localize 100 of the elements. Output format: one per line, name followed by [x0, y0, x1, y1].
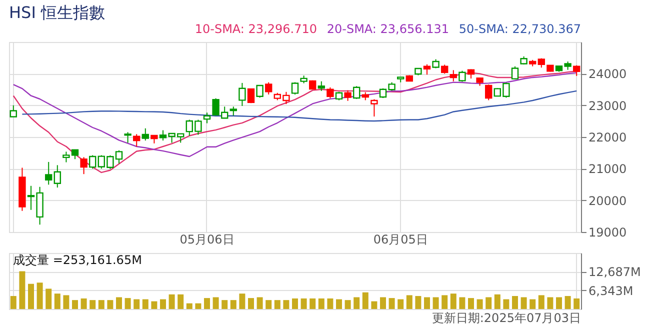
- y-tick-label: 19000: [588, 226, 627, 240]
- bar: [512, 296, 518, 309]
- bar: [432, 297, 439, 309]
- candlestick: [318, 80, 325, 92]
- line-series: [22, 90, 578, 122]
- bar: [54, 294, 60, 309]
- bar: [442, 295, 448, 309]
- bar: [300, 298, 307, 309]
- bar: [10, 296, 16, 309]
- text: 50-SMA: 22,730.367: [458, 22, 581, 36]
- candlestick: [485, 84, 492, 101]
- bar: [398, 299, 404, 309]
- candlestick: [203, 112, 211, 124]
- candlestick: [54, 164, 61, 188]
- bar: [107, 300, 114, 309]
- candlestick: [238, 82, 246, 106]
- candlestick: [370, 98, 378, 118]
- candlestick: [256, 84, 264, 98]
- bar: [556, 297, 562, 309]
- text: 20-SMA: 23,656.131: [326, 22, 449, 36]
- bar: [564, 296, 571, 309]
- bar: [450, 294, 456, 309]
- candlestick: [467, 68, 475, 79]
- candlestick: [423, 64, 431, 76]
- bar: [274, 300, 280, 309]
- bar: [151, 301, 158, 309]
- bar: [371, 301, 378, 309]
- bar: [142, 299, 148, 309]
- bar: [476, 299, 483, 309]
- candlestick: [265, 82, 272, 95]
- bar: [80, 298, 87, 309]
- bar: [266, 300, 272, 309]
- bar: [468, 298, 474, 309]
- bar: [204, 298, 210, 309]
- bar: [239, 294, 246, 309]
- bar: [230, 300, 236, 309]
- bar: [283, 300, 290, 309]
- bar: [248, 298, 254, 309]
- candlestick: [142, 128, 149, 142]
- bar: [362, 292, 368, 309]
- x-tick-label: 06月05日: [373, 232, 428, 246]
- bar: [195, 303, 202, 309]
- bar: [72, 300, 78, 309]
- bar: [538, 295, 544, 309]
- bar: [310, 298, 316, 309]
- y-tick-label: 24000: [588, 67, 627, 82]
- candlestick: [353, 86, 360, 100]
- candlestick: [291, 82, 299, 95]
- candlestick: [344, 90, 352, 102]
- candlestick: [450, 70, 457, 82]
- annotation: 成交量 =253,161.65M: [13, 253, 142, 267]
- candlestick: [247, 88, 255, 104]
- candlestick: [133, 134, 140, 148]
- bar: [46, 288, 52, 309]
- bar: [530, 299, 536, 309]
- bar: [222, 300, 228, 309]
- bar: [124, 298, 131, 309]
- text: 更新日期:2025年07月03日: [432, 311, 581, 325]
- bar: [186, 303, 192, 309]
- bar: [547, 297, 554, 309]
- bar: [574, 298, 580, 309]
- y-tick-label: 12,687M: [588, 265, 641, 280]
- bar: [292, 298, 298, 309]
- y-tick-label: 20000: [588, 194, 627, 208]
- bar: [486, 297, 492, 309]
- bar: [116, 297, 122, 309]
- bar: [503, 299, 510, 309]
- y-tick-label: 21000: [588, 162, 627, 176]
- bar: [388, 298, 395, 309]
- y-tick-label: 22000: [588, 130, 627, 144]
- y-tick-label: 23000: [588, 98, 627, 113]
- bar: [256, 297, 263, 309]
- bar: [168, 294, 175, 309]
- bar: [19, 271, 26, 309]
- text: 10-SMA: 23,296.710: [194, 22, 317, 36]
- chart-title: HSI 恒生指數: [9, 3, 105, 22]
- bar: [98, 300, 104, 309]
- bar: [336, 299, 342, 309]
- candlestick: [124, 132, 132, 144]
- bar: [494, 294, 500, 309]
- bar: [28, 284, 34, 309]
- bar: [63, 295, 70, 309]
- y-tick-label: 6,343M: [588, 284, 634, 298]
- bar: [134, 299, 140, 309]
- bar: [90, 300, 96, 309]
- bar: [318, 298, 324, 309]
- x-tick-label: 05月06日: [180, 232, 234, 246]
- bar: [459, 297, 466, 309]
- bar: [212, 297, 219, 309]
- candlestick: [45, 161, 52, 186]
- bar: [520, 297, 527, 309]
- candlestick: [511, 66, 519, 80]
- bar: [380, 297, 386, 309]
- bar: [178, 294, 184, 309]
- bar: [424, 297, 430, 309]
- bar: [406, 295, 412, 309]
- bar: [327, 298, 334, 309]
- bar: [415, 296, 422, 309]
- candlestick: [10, 104, 17, 118]
- bar: [344, 300, 351, 309]
